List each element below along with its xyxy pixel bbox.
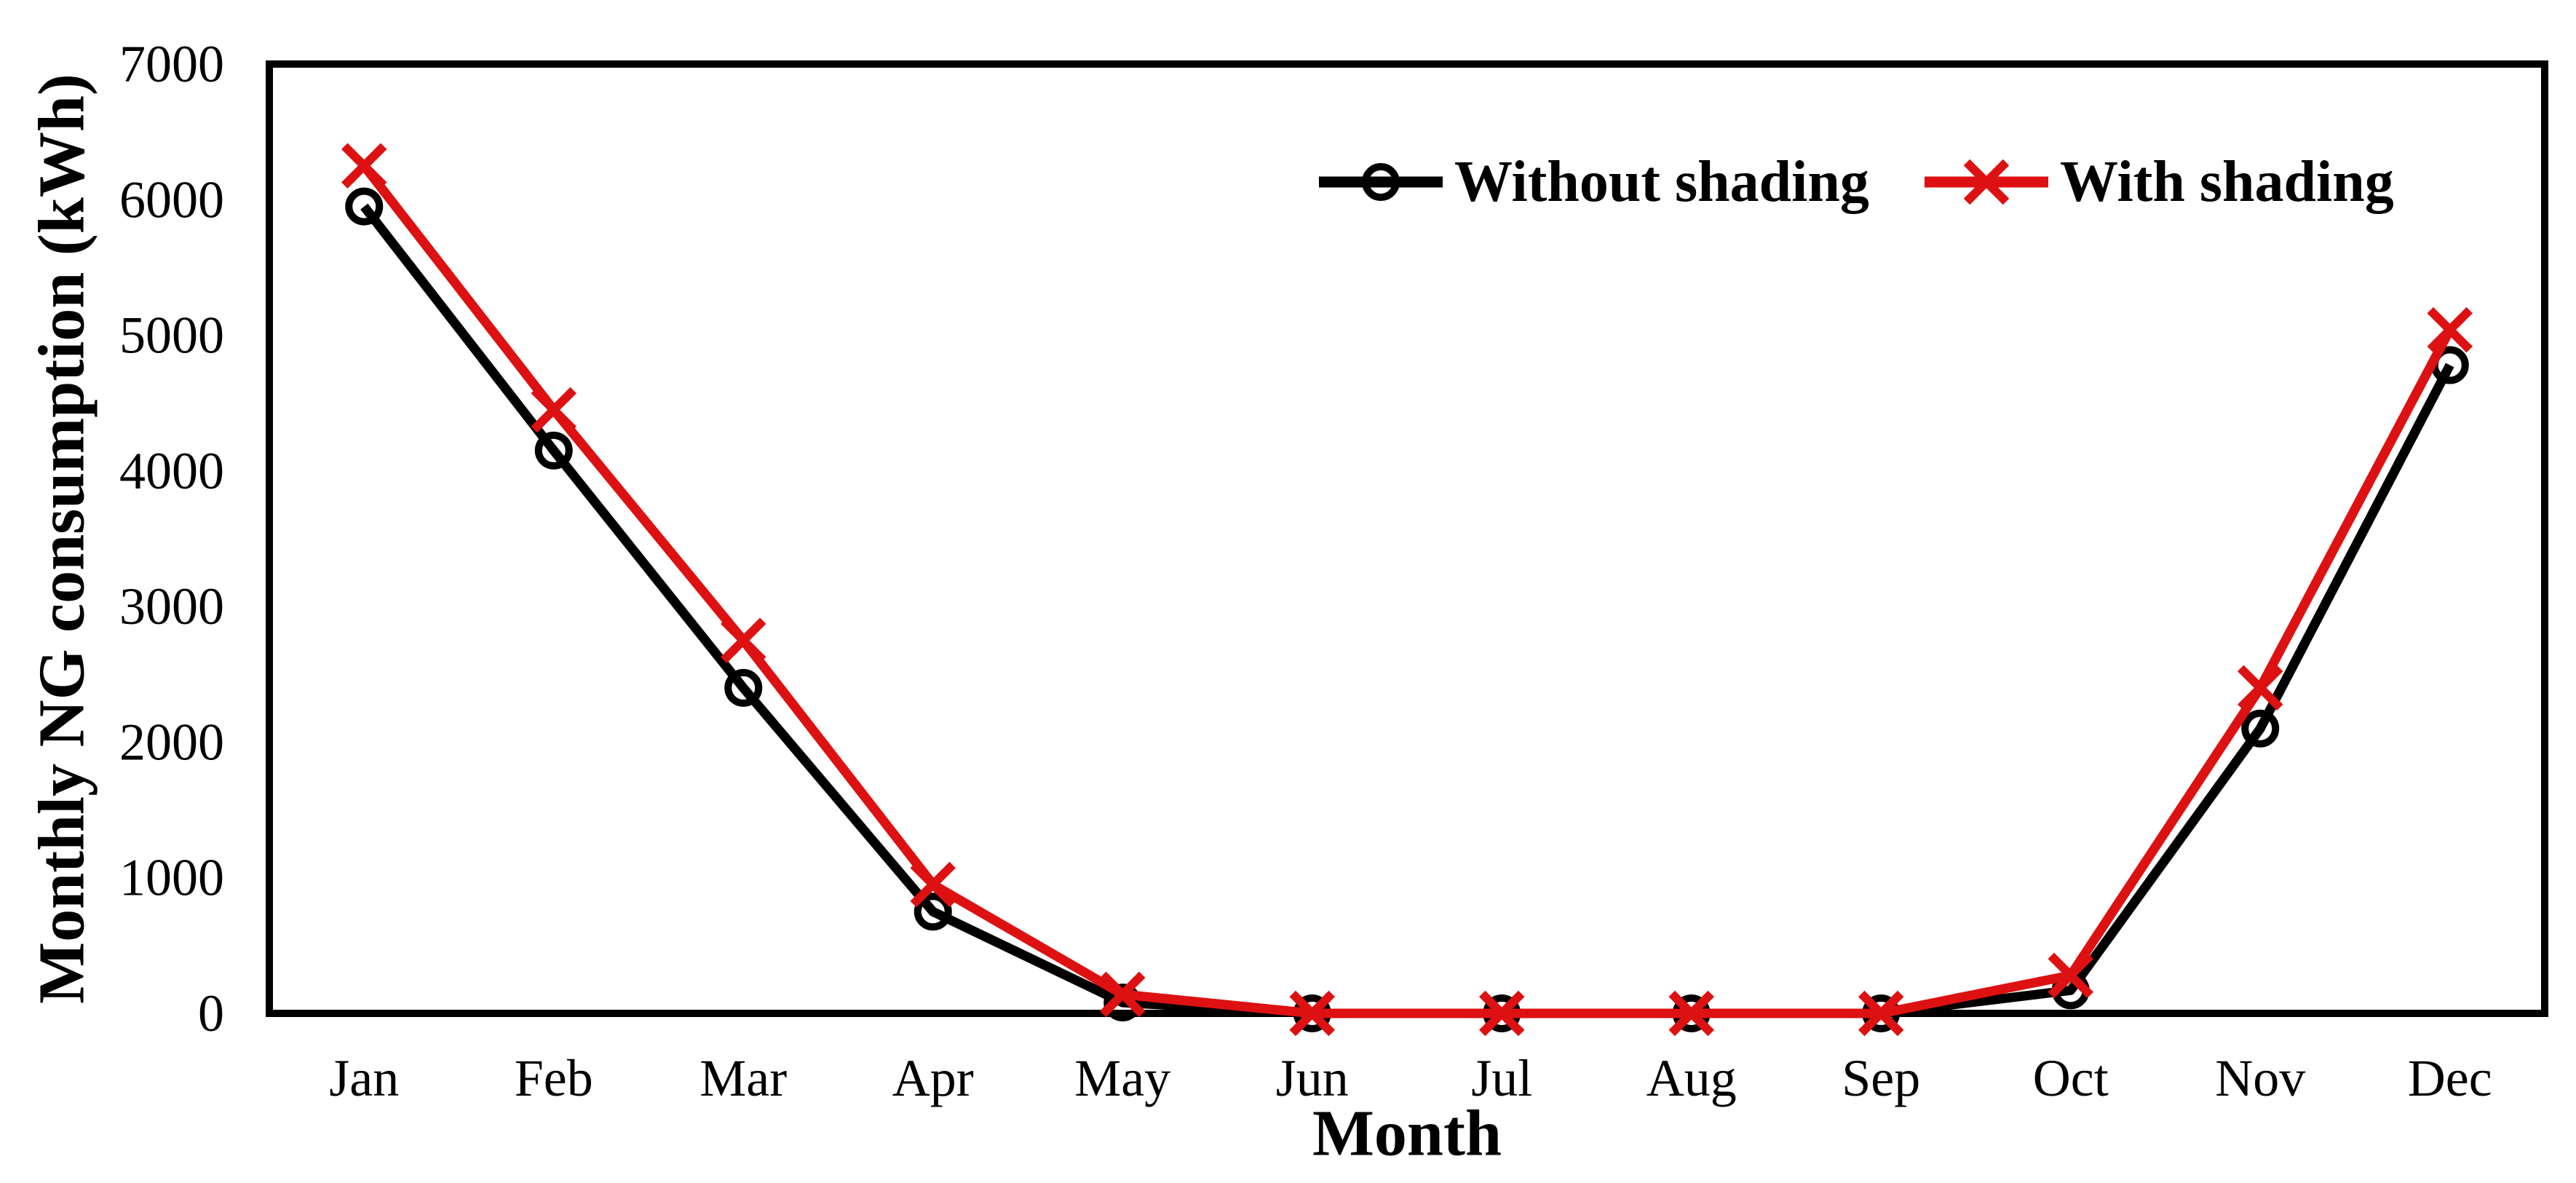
legend-label-without-shading: Without shading xyxy=(1454,150,1869,214)
x-tick-label-nov: Nov xyxy=(2215,1049,2305,1107)
x-marker-legend-with-shading xyxy=(1963,159,2010,205)
x-marker-with-shading-oct xyxy=(2048,952,2093,999)
circle-marker-without-shading-jan xyxy=(345,187,384,226)
circle-marker-legend-without-shading xyxy=(1362,163,1400,201)
y-tick-label-0: 0 xyxy=(198,984,224,1042)
series-without-shading xyxy=(345,187,2469,1032)
x-tick-label-jul: Jul xyxy=(1471,1049,1532,1107)
x-tick-label-sep: Sep xyxy=(1842,1049,1920,1107)
series-line-without-shading xyxy=(360,203,2454,1018)
x-tick-label-apr: Apr xyxy=(892,1049,974,1107)
data-series-layer xyxy=(341,143,2473,1037)
y-tick-label-6000: 6000 xyxy=(119,170,224,229)
x-axis-category-labels: Jan Feb Mar Apr May Jun Jul Aug Sep Oct Nov Dec xyxy=(329,1049,2492,1107)
circle-marker-without-shading-apr xyxy=(914,893,952,931)
x-tick-label-mar: Mar xyxy=(700,1049,787,1107)
y-axis-tick-labels: 0 1000 2000 3000 4000 5000 6000 7000 xyxy=(119,35,224,1042)
series-line-with-shading xyxy=(360,162,2454,1018)
x-marker-with-shading-nov xyxy=(2238,665,2283,711)
x-tick-label-jun: Jun xyxy=(1276,1049,1349,1107)
legend-item-with-shading: With shading xyxy=(1925,150,2394,214)
y-tick-label-1000: 1000 xyxy=(119,849,224,907)
circle-marker-without-shading-nov xyxy=(2241,709,2280,748)
x-marker-with-shading-mar xyxy=(721,617,766,663)
legend-item-without-shading: Without shading xyxy=(1319,150,1869,214)
y-tick-label-3000: 3000 xyxy=(119,577,224,636)
x-marker-with-shading-aug xyxy=(1668,990,1714,1037)
y-tick-label-5000: 5000 xyxy=(119,306,224,365)
y-tick-label-2000: 2000 xyxy=(119,713,224,771)
y-axis-title: Monthly NG consumption (kWh) xyxy=(26,74,98,1004)
x-tick-label-may: May xyxy=(1074,1049,1170,1107)
legend-label-with-shading: With shading xyxy=(2060,150,2394,214)
x-marker-with-shading-jul xyxy=(1479,990,1525,1037)
x-marker-with-shading-may xyxy=(1100,971,1146,1018)
legend: Without shading With shading xyxy=(1319,150,2394,214)
y-tick-label-4000: 4000 xyxy=(119,442,224,500)
y-tick-label-7000: 7000 xyxy=(119,35,224,93)
x-marker-with-shading-jan xyxy=(341,143,387,189)
x-tick-label-oct: Oct xyxy=(2033,1049,2109,1107)
circle-marker-without-shading-feb xyxy=(534,431,573,470)
x-marker-with-shading-apr xyxy=(910,861,956,908)
x-marker-with-shading-dec xyxy=(2427,306,2473,353)
x-marker-with-shading-jun xyxy=(1289,990,1335,1037)
x-marker-with-shading-feb xyxy=(531,387,576,433)
x-tick-label-dec: Dec xyxy=(2408,1049,2492,1107)
circle-marker-without-shading-mar xyxy=(724,668,763,707)
x-axis-title: Month xyxy=(1312,1098,1502,1170)
circle-marker-without-shading-may xyxy=(1103,984,1142,1022)
x-tick-label-jan: Jan xyxy=(329,1049,399,1107)
x-tick-label-feb: Feb xyxy=(515,1049,593,1107)
x-marker-with-shading-sep xyxy=(1858,990,1904,1037)
x-tick-label-aug: Aug xyxy=(1646,1049,1737,1107)
series-with-shading xyxy=(341,143,2473,1037)
